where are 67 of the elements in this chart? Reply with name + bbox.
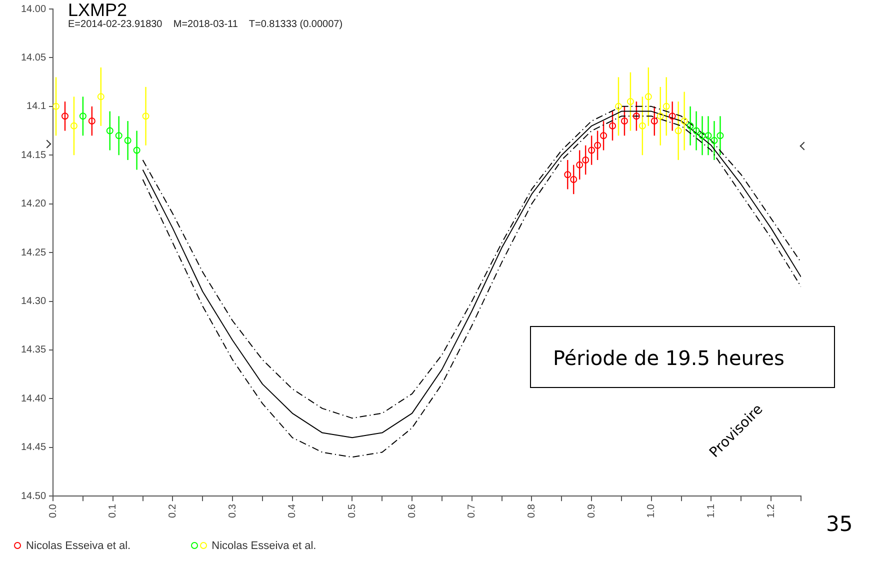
- point: [570, 176, 578, 183]
- point: [626, 98, 634, 106]
- point: [609, 122, 616, 130]
- point: [638, 122, 646, 130]
- point: [115, 132, 122, 140]
- x-tick-label: 0.6: [406, 504, 418, 518]
- x-tick-label: 1.0: [646, 504, 658, 518]
- point: [662, 102, 670, 110]
- y-tick-label: 14.1: [26, 101, 46, 112]
- x-tick-label: 0.0: [48, 504, 59, 518]
- point: [614, 102, 622, 110]
- x-tick-label: 0.1: [108, 504, 119, 518]
- x-tick-label: 1.2: [766, 504, 777, 518]
- x-tick-label: 0.9: [586, 504, 598, 518]
- x-tick-label: 0.7: [466, 504, 478, 518]
- text: E=2014-02-23.91830 M=2018-03-11 T=0.81333 (0.00007): [68, 19, 343, 30]
- point: [142, 112, 150, 120]
- y-tick-label: 14.25: [20, 247, 46, 258]
- point: [716, 132, 724, 140]
- x-tick-label: 0.3: [227, 504, 238, 518]
- x-tick-label: 0.4: [287, 504, 298, 518]
- point: [680, 118, 688, 125]
- point: [620, 118, 628, 125]
- point: [88, 118, 96, 125]
- y-tick-label: 14.05: [20, 52, 46, 64]
- point: [668, 112, 676, 120]
- y-tick-label: 14.45: [20, 442, 46, 454]
- y-tick-label: 14.00: [20, 4, 46, 15]
- point: [674, 127, 682, 134]
- y-tick-label: 14.15: [20, 150, 46, 161]
- annotation: Période de 19.5 heures: [530, 326, 835, 388]
- point: [698, 132, 706, 140]
- y-tick-label: 14.30: [20, 296, 46, 308]
- point: [582, 156, 590, 164]
- x-tick-label: 1.1: [706, 504, 717, 518]
- point: [53, 102, 60, 110]
- x-tick-label: 0.5: [346, 504, 358, 518]
- point: [644, 93, 652, 100]
- point: [124, 137, 132, 144]
- point: [564, 171, 572, 178]
- point: [133, 146, 140, 154]
- y-tick-label: 14.35: [20, 344, 46, 356]
- legend-label: Nicolas Esseiva et al.: [210, 540, 316, 552]
- point: [692, 127, 700, 134]
- chart-title: LXMP2: [68, 0, 128, 20]
- point: [576, 161, 584, 168]
- point: [632, 112, 640, 120]
- point: [594, 142, 602, 149]
- point: [61, 112, 68, 120]
- point: [650, 118, 658, 125]
- point: [70, 122, 78, 130]
- point: [656, 112, 664, 120]
- y-tick-label: 14.50: [20, 490, 46, 502]
- point: [79, 112, 86, 120]
- point: [710, 137, 718, 144]
- point: [600, 132, 608, 140]
- point: [704, 132, 712, 140]
- legend-label: Nicolas Esseiva et al.: [25, 540, 131, 552]
- point: [106, 127, 114, 134]
- point: [686, 122, 694, 130]
- text: 35: [826, 512, 853, 536]
- x-tick-label: 0.8: [526, 504, 538, 518]
- x-tick-label: 0.2: [167, 504, 178, 518]
- y-tick-label: 14.40: [20, 393, 46, 404]
- point: [97, 93, 104, 100]
- y-tick-label: 14.20: [20, 198, 46, 210]
- point: [588, 146, 596, 154]
